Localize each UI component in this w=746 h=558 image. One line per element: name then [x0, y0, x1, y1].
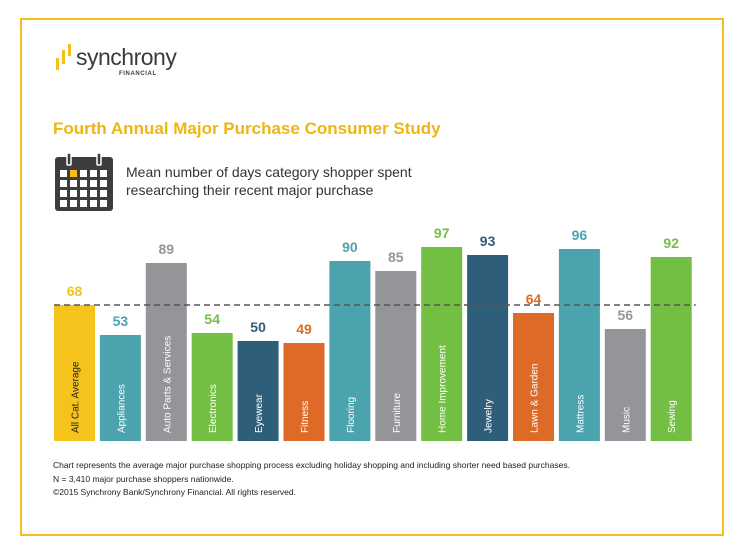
bar-jewelry: [467, 255, 509, 441]
bar-appliances: [99, 335, 141, 441]
study-title: Fourth Annual Major Purchase Consumer St…: [53, 119, 441, 138]
category-label: Appliances: [116, 384, 127, 433]
calendar-highlight-day: [70, 170, 77, 177]
bar-auto-parts-services: [145, 263, 187, 441]
bar-sewing: [650, 257, 692, 441]
data-label: 89: [159, 241, 175, 257]
category-label: Auto Parts & Services: [162, 336, 173, 433]
data-label: 54: [204, 311, 220, 327]
category-label: Electronics: [208, 384, 219, 433]
data-label: 85: [388, 249, 404, 265]
subtitle-line-1: Mean number of days category shopper spe…: [126, 164, 412, 180]
data-label: 92: [663, 235, 679, 251]
data-label: 68: [67, 283, 83, 299]
logo-wordmark: synchrony: [76, 44, 177, 70]
category-label: All Cat. Average: [71, 361, 82, 433]
bar-music: [604, 329, 646, 441]
bar-furniture: [375, 271, 417, 441]
category-label: Fitness: [300, 401, 311, 433]
subtitle-line-2: researching their recent major purchase: [126, 182, 374, 198]
calendar-day: [90, 170, 97, 177]
calendar-icon: [55, 153, 113, 211]
category-label: Sewing: [667, 400, 678, 433]
footnote-copyright: ©2015 Synchrony Bank/Synchrony Financial…: [53, 487, 296, 497]
bar-home-improvement: [421, 247, 463, 441]
bar-flooring: [329, 261, 371, 441]
synchrony-logo-mark-icon: [56, 44, 71, 70]
footnotes: Chart represents the average major purch…: [53, 459, 570, 500]
footnote-sample: N = 3,410 major purchase shoppers nation…: [53, 473, 234, 484]
data-label: 53: [113, 313, 129, 329]
calendar-day: [80, 180, 87, 187]
calendar-day: [60, 190, 67, 197]
data-label: 97: [434, 225, 450, 241]
data-label: 56: [618, 307, 634, 323]
category-label: Home Improvement: [438, 345, 449, 433]
category-label: Eyewear: [254, 393, 265, 433]
calendar-day: [100, 170, 107, 177]
calendar-day: [60, 170, 67, 177]
category-label: Furniture: [392, 393, 403, 433]
bar-chart: 68 All Cat. Average 53 Appliances 89 Auto Par…: [54, 225, 696, 441]
bar-fitness: [283, 343, 325, 441]
calendar-day: [70, 190, 77, 197]
calendar-day: [80, 170, 87, 177]
bar-eyewear: [237, 341, 279, 441]
calendar-day: [100, 190, 107, 197]
card-frame: [20, 18, 724, 536]
bar-electronics: [191, 333, 233, 441]
data-label: 64: [526, 291, 542, 307]
calendar-day: [80, 190, 87, 197]
calendar-day: [90, 180, 97, 187]
bar-mattress: [558, 249, 600, 441]
category-label: Music: [621, 407, 632, 433]
calendar-day: [100, 180, 107, 187]
category-label: Mattress: [575, 395, 586, 433]
category-label: Flooring: [346, 397, 357, 433]
calendar-day: [70, 180, 77, 187]
bar-lawn-garden: [513, 313, 554, 441]
logo-tagline: FINANCIAL: [119, 71, 157, 77]
data-label: 50: [250, 319, 266, 335]
calendar-day: [60, 200, 67, 207]
calendar-day: [60, 180, 67, 187]
data-label: 93: [480, 233, 496, 249]
calendar-day: [90, 190, 97, 197]
calendar-day: [70, 200, 77, 207]
category-label: Jewelry: [484, 399, 495, 433]
footnote-method: Chart represents the average major purch…: [53, 460, 570, 470]
calendar-day: [90, 200, 97, 207]
bar-all-cat-average: [54, 305, 95, 441]
data-label: 96: [572, 227, 588, 243]
data-label: 90: [342, 239, 358, 255]
category-label: Lawn & Garden: [530, 364, 541, 434]
calendar-day: [100, 200, 107, 207]
chart-subtitle: Mean number of days category shopper spe…: [126, 163, 446, 199]
data-label: 49: [296, 321, 312, 337]
calendar-day: [80, 200, 87, 207]
